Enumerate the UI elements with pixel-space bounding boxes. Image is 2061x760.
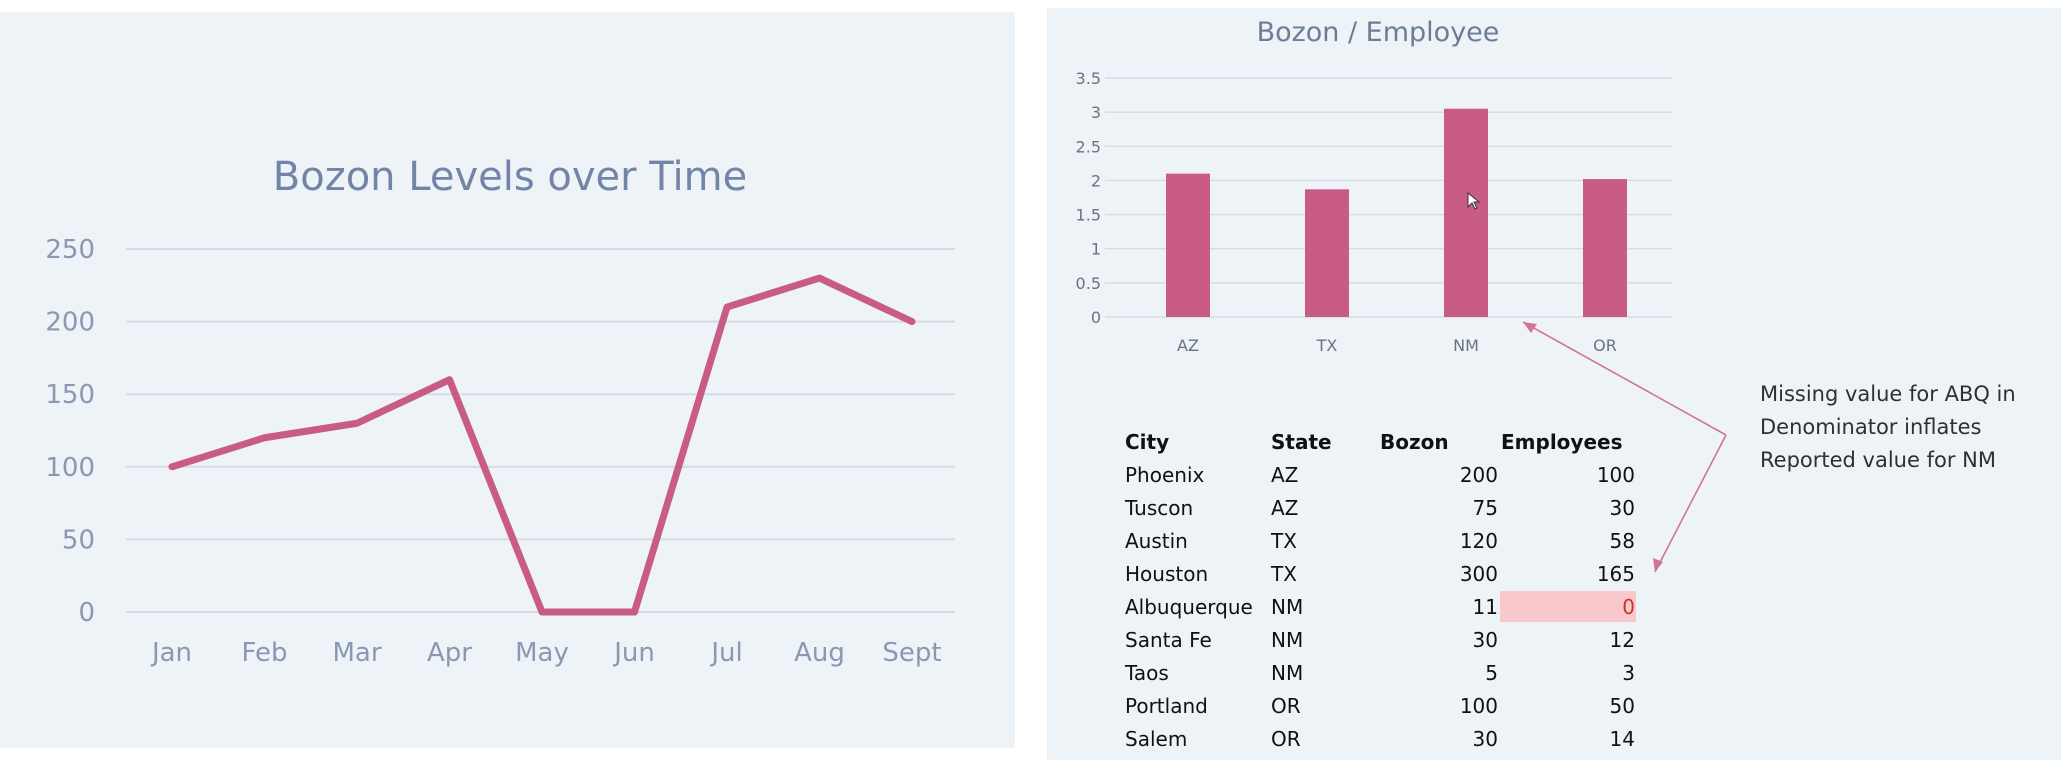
table-cell: 14 bbox=[1609, 727, 1635, 751]
table-cell: 0 bbox=[1622, 595, 1635, 619]
data-point bbox=[632, 610, 637, 614]
y-tick-label: 200 bbox=[45, 308, 95, 338]
x-tick-label: OR bbox=[1593, 336, 1617, 355]
x-tick-label: Apr bbox=[427, 638, 472, 668]
table-cell: 30 bbox=[1472, 628, 1498, 652]
data-point bbox=[447, 377, 452, 382]
x-tick-label: Aug bbox=[794, 638, 845, 668]
y-tick-label: 3 bbox=[1091, 103, 1101, 122]
table-cell: 11 bbox=[1472, 595, 1498, 619]
table-cell: 50 bbox=[1609, 694, 1635, 718]
table-cell: NM bbox=[1271, 595, 1304, 619]
table-cell: 100 bbox=[1596, 463, 1635, 487]
table-cell: 300 bbox=[1459, 562, 1498, 586]
chart-title: Bozon / Employee bbox=[1257, 17, 1500, 48]
table-header-cell: City bbox=[1125, 430, 1170, 454]
x-tick-label: Sept bbox=[882, 638, 941, 668]
mouse-cursor-icon bbox=[1467, 191, 1481, 210]
y-tick-label: 1 bbox=[1091, 240, 1101, 259]
x-tick-label: TX bbox=[1316, 336, 1338, 355]
data-point bbox=[355, 421, 359, 426]
bar bbox=[1444, 108, 1488, 317]
y-tick-label: 50 bbox=[62, 525, 95, 555]
table-cell: Phoenix bbox=[1125, 463, 1205, 487]
table-cell: Austin bbox=[1125, 529, 1188, 553]
y-tick-label: 2.5 bbox=[1076, 137, 1101, 156]
data-point bbox=[817, 276, 822, 281]
x-tick-label: Jun bbox=[612, 638, 655, 668]
line-chart: Bozon Levels over Time 0 50 100 150 200 250 Jan… bbox=[45, 154, 955, 668]
table-cell: 200 bbox=[1459, 463, 1498, 487]
bar bbox=[1305, 189, 1349, 317]
table-header-cell: Bozon bbox=[1380, 430, 1449, 454]
data-point bbox=[262, 435, 267, 440]
table-cell: NM bbox=[1271, 661, 1304, 685]
table-cell: OR bbox=[1271, 694, 1301, 718]
x-tick-label: Jan bbox=[150, 638, 192, 668]
annotation-note: Missing value for ABQ in Denominator inf… bbox=[1760, 378, 2016, 477]
y-tick-label: 0 bbox=[1091, 308, 1101, 327]
table-cell: 30 bbox=[1472, 727, 1498, 751]
y-tick-label: 250 bbox=[45, 235, 95, 265]
chart-title: Bozon Levels over Time bbox=[273, 154, 747, 200]
table-header-cell: Employees bbox=[1501, 430, 1623, 454]
table-cell: 120 bbox=[1459, 529, 1498, 553]
y-tick-label: 0.5 bbox=[1076, 274, 1101, 293]
table-cell: Houston bbox=[1125, 562, 1209, 586]
table-header-cell: State bbox=[1271, 430, 1332, 454]
y-tick-label: 2 bbox=[1091, 171, 1101, 190]
table-cell: Taos bbox=[1125, 661, 1169, 685]
line-series bbox=[168, 274, 916, 616]
table-cell: Tuscon bbox=[1125, 496, 1194, 520]
y-tick-label: 100 bbox=[45, 453, 95, 483]
table-cell: Albuquerque bbox=[1125, 595, 1253, 619]
data-point bbox=[910, 319, 914, 324]
x-tick-label: AZ bbox=[1177, 336, 1199, 355]
y-tick-label: 150 bbox=[45, 380, 95, 410]
y-tick-label: 0 bbox=[78, 598, 95, 628]
table-cell: 3 bbox=[1622, 661, 1635, 685]
table-cell: OR bbox=[1271, 727, 1301, 751]
data-point bbox=[540, 610, 544, 614]
table-cell: NM bbox=[1271, 628, 1304, 652]
bar bbox=[1583, 179, 1627, 317]
annotation-line-3: Reported value for NM bbox=[1760, 448, 1996, 472]
annotation-line-2: Denominator inflates bbox=[1760, 415, 1982, 439]
table-cell: 100 bbox=[1459, 694, 1498, 718]
table-cell: 75 bbox=[1472, 496, 1498, 520]
table-cell: 12 bbox=[1609, 628, 1635, 652]
table-cell: AZ bbox=[1271, 463, 1299, 487]
right-chart-panel: Bozon / Employee 0 0.5 1 1.5 2 2.5 3 3.5 AZ TX NM OR bbox=[1047, 8, 2061, 760]
x-tick-label: NM bbox=[1453, 336, 1479, 355]
table-cell: Santa Fe bbox=[1125, 628, 1212, 652]
bar bbox=[1166, 173, 1210, 317]
data-point bbox=[170, 464, 174, 469]
table-cell: 58 bbox=[1609, 529, 1635, 553]
table-cell: 165 bbox=[1596, 562, 1635, 586]
x-tick-label: Mar bbox=[332, 638, 381, 668]
table-cell: Salem bbox=[1125, 727, 1188, 751]
table-cell: TX bbox=[1271, 562, 1297, 586]
table-cell: TX bbox=[1271, 529, 1297, 553]
annotation-line-1: Missing value for ABQ in bbox=[1760, 382, 2016, 406]
table-cell: 30 bbox=[1609, 496, 1635, 520]
y-tick-label: 1.5 bbox=[1076, 206, 1101, 225]
table-cell: Portland bbox=[1125, 694, 1208, 718]
table-cell: 5 bbox=[1485, 661, 1498, 685]
table-cell: AZ bbox=[1271, 496, 1299, 520]
bar-chart: Bozon / Employee 0 0.5 1 1.5 2 2.5 3 3.5 AZ TX NM OR bbox=[1076, 17, 1672, 355]
x-tick-label: May bbox=[515, 638, 569, 668]
data-point bbox=[725, 305, 729, 310]
x-tick-label: Jul bbox=[709, 638, 742, 668]
y-tick-label: 3.5 bbox=[1076, 69, 1101, 88]
highlight-cell bbox=[1500, 591, 1636, 622]
x-tick-label: Feb bbox=[241, 638, 287, 668]
left-chart-panel: Bozon Levels over Time 0 50 100 150 200 250 Jan… bbox=[0, 12, 1015, 748]
